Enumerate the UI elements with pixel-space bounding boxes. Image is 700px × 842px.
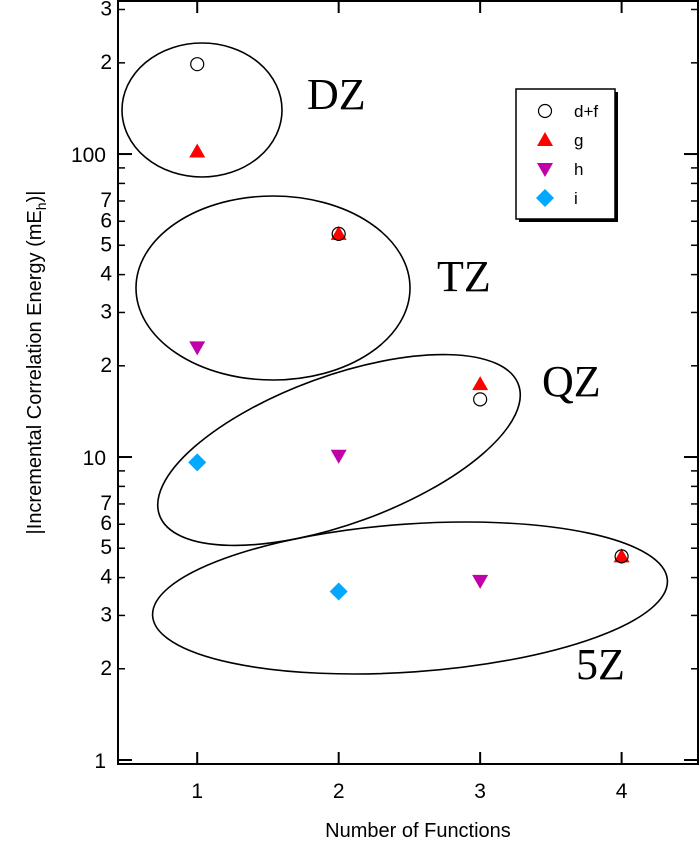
x-axis-ticks [196,1,623,764]
data-points [188,57,630,601]
y-minor-tick-label: 3 [100,0,112,20]
group-label-tz: TZ [437,252,491,301]
y-axis-title: |Incremental Correlation Energy (mEh)| [24,191,49,535]
x-tick-label: 3 [474,780,486,803]
data-point-dplusf [331,226,346,242]
data-point-h [189,341,206,356]
y-axis-ticks [118,8,698,761]
plot-frame [117,0,699,765]
x-tick-label: 2 [333,780,345,803]
legend-label-h: h [574,160,583,179]
legend-marker-h [537,163,553,177]
group-ellipse [156,353,522,547]
y-axis-title-end: )| [24,191,46,203]
legend-label-dplusf: d+f [574,102,598,121]
group-label-5z: 5Z [576,640,625,689]
data-point-h [330,449,347,464]
legend-label-i: i [574,189,578,208]
data-point-g [472,376,489,391]
data-point-dplusf [190,57,205,72]
legend-marker-i [536,189,554,207]
legend-box [515,88,616,220]
data-point-i [329,582,348,601]
data-point-i [188,453,207,472]
data-point-dplusf [473,392,488,407]
legend: d+f ghi [515,88,618,222]
data-point-g [613,548,630,563]
x-tick-label: 4 [616,780,628,803]
group-ellipse [135,195,411,381]
legend-marker-dplusf [537,103,553,119]
y-axis-title-subscript: h [33,202,49,210]
x-tick-label: 1 [191,780,203,803]
y-minor-tick-label: 5 [100,233,112,256]
data-point-g [330,225,347,240]
y-minor-tick-label: 7 [100,492,112,515]
y-minor-tick-label: 3 [100,603,112,626]
basis-set-groups [121,42,669,675]
group-labels: DZ TZ QZ 5Z [307,70,625,689]
y-minor-tick-label: 6 [100,512,112,535]
y-major-tick-label: 10 [83,447,106,470]
x-axis-tick-labels: 1 2 3 4 [191,780,627,803]
y-axis-title-main: |Incremental Correlation Energy (mE [24,210,46,534]
x-axis-title: Number of Functions [325,820,511,842]
group-label-qz: QZ [542,357,601,406]
data-point-h [472,574,489,589]
y-minor-tick-label: 4 [100,566,112,589]
group-ellipse [151,521,669,675]
y-minor-tick-label: 2 [100,657,112,680]
data-point-dplusf [614,549,629,564]
legend-marker-g [537,132,553,146]
data-point-g [189,143,206,158]
y-minor-tick-label: 2 [100,51,112,74]
y-major-tick-label: 1 [94,750,106,773]
y-minor-tick-label: 4 [100,263,112,286]
y-minor-tick-label: 2 [100,354,112,377]
y-minor-tick-label: 7 [100,189,112,212]
y-minor-tick-label: 3 [100,300,112,323]
group-ellipse [121,42,283,178]
group-label-dz: DZ [307,70,366,119]
y-minor-tick-label: 5 [100,536,112,559]
y-minor-tick-label: 6 [100,209,112,232]
y-major-tick-label: 100 [71,144,106,167]
legend-label-g: g [574,131,583,150]
